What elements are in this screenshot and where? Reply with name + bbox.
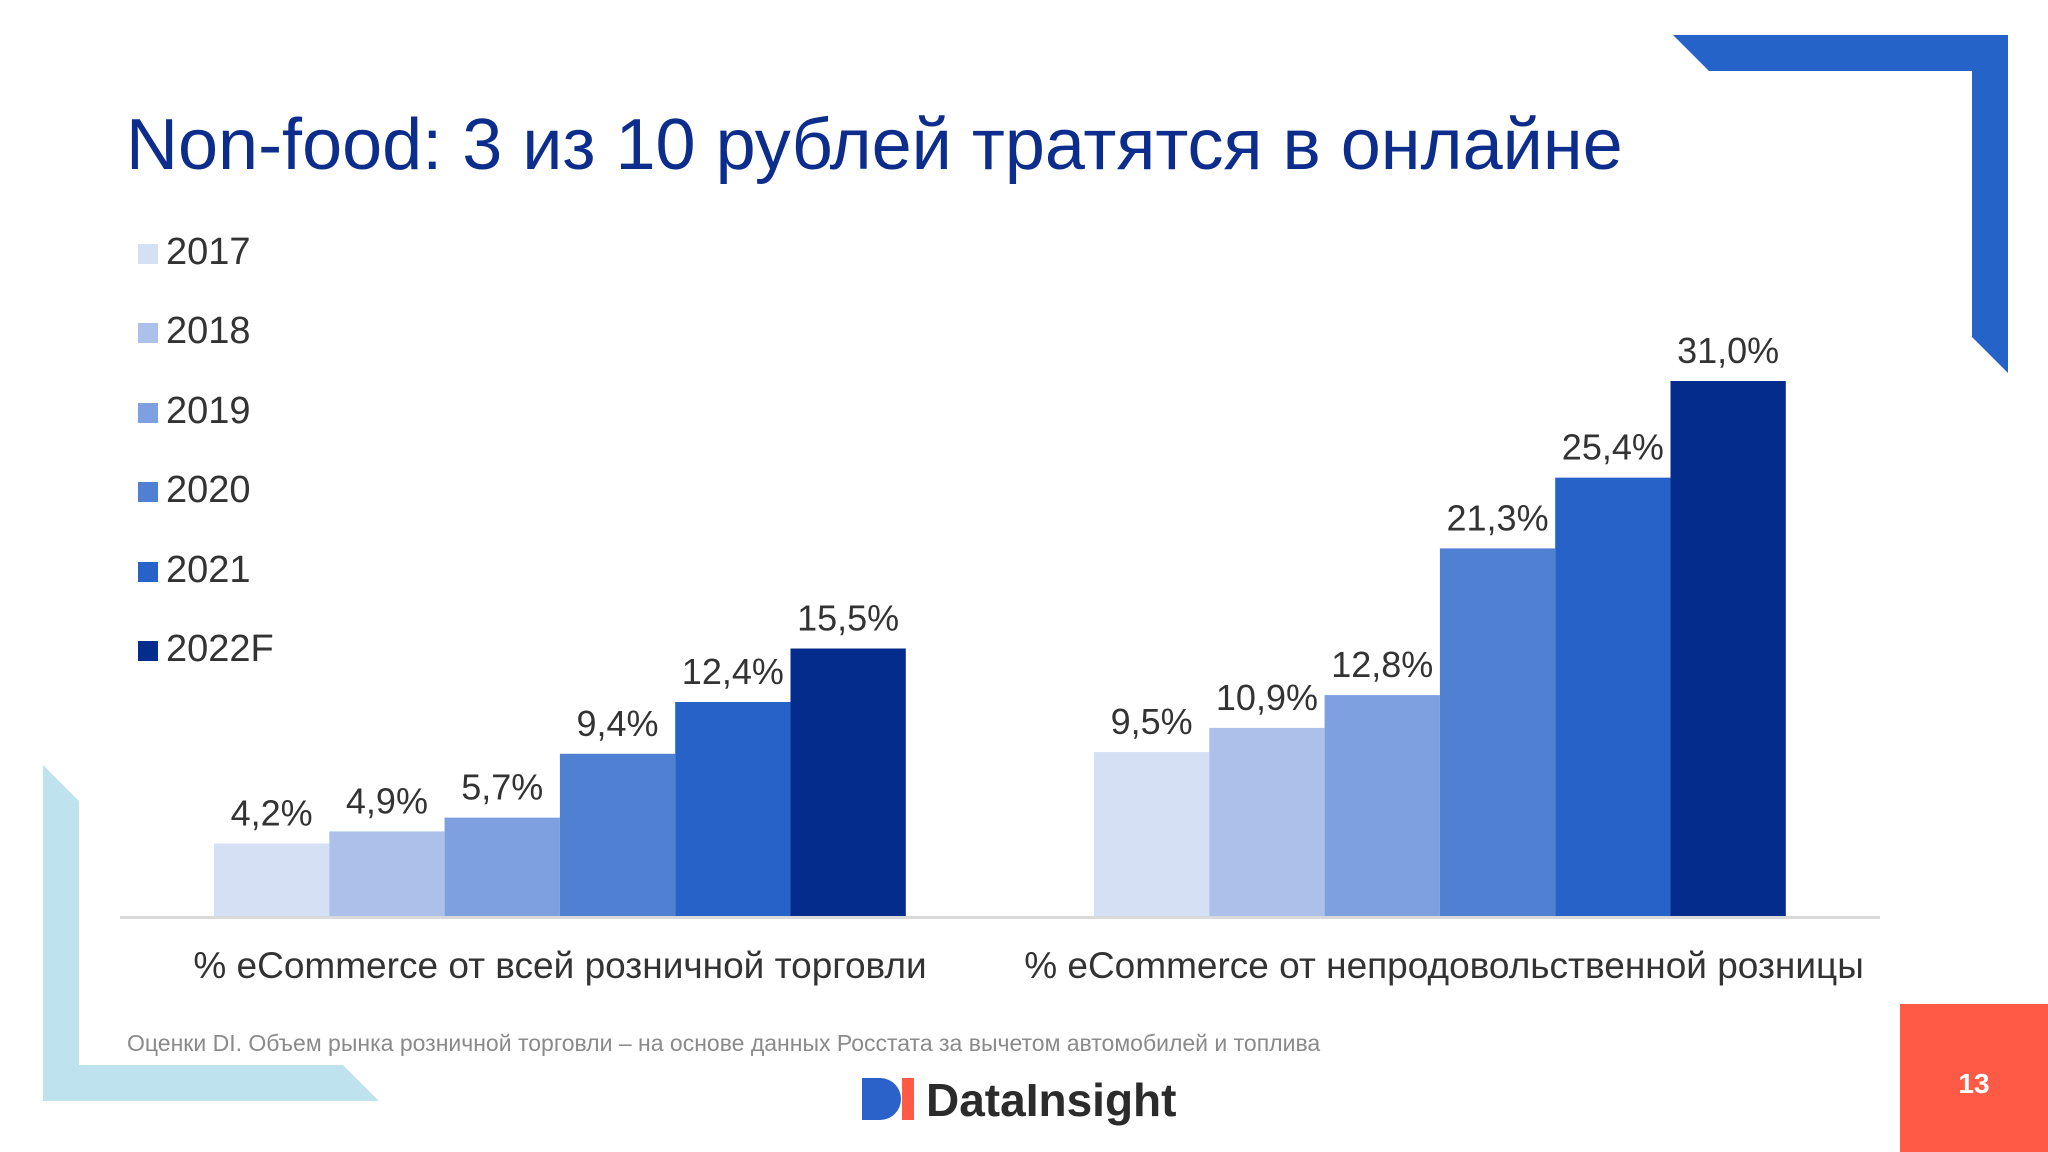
- bar-2019-1: [444, 817, 560, 916]
- legend-label: 2021: [166, 548, 251, 591]
- bar-2019-2: [1324, 695, 1440, 916]
- data-label: 5,7%: [461, 767, 543, 808]
- bar-2020-1: [559, 753, 676, 916]
- legend-label: 2018: [166, 310, 251, 353]
- data-label: 9,4%: [577, 703, 659, 744]
- data-label: 4,2%: [231, 793, 313, 834]
- data-label: 31,0%: [1677, 330, 1779, 371]
- legend-swatch: [138, 402, 158, 423]
- data-label: 10,9%: [1216, 677, 1318, 718]
- bar-2017-2: [1094, 752, 1210, 916]
- logo-text: DataInsight: [926, 1074, 1177, 1126]
- bar-2021-1: [675, 702, 791, 916]
- legend-label: 2022F: [166, 627, 274, 670]
- legend-label: 2019: [166, 389, 251, 432]
- legend-swatch: [138, 244, 158, 264]
- data-label: 9,5%: [1111, 701, 1193, 742]
- footnote: Оценки DI. Объем рынка розничной торговл…: [127, 1030, 1321, 1056]
- bar-2021-2: [1555, 477, 1671, 916]
- bar-2022f-1: [790, 648, 906, 916]
- page-number-badge: 13: [1900, 1004, 2048, 1152]
- bar-2018-1: [329, 831, 445, 916]
- data-label: 12,8%: [1331, 644, 1433, 685]
- data-label: 15,5%: [797, 598, 899, 639]
- legend-swatch: [138, 323, 158, 344]
- data-label: 12,4%: [682, 651, 784, 692]
- bar-2017-1: [214, 843, 330, 916]
- legend-swatch: [138, 640, 158, 661]
- legend-label: 2020: [166, 469, 251, 512]
- bar-2022f-2: [1670, 381, 1786, 916]
- top-right-corner-frame: [1673, 35, 2008, 373]
- legend-swatch: [138, 482, 158, 503]
- legend-swatch: [138, 561, 158, 582]
- bottom-left-corner-frame: [43, 765, 379, 1101]
- page-number: 13: [1958, 1068, 1990, 1099]
- category-label: % eCommerce от всей розничной торговли: [193, 945, 926, 986]
- data-label: 25,4%: [1562, 427, 1664, 468]
- data-label: 4,9%: [346, 780, 428, 821]
- bar-2020-2: [1439, 548, 1556, 916]
- data-label: 21,3%: [1447, 497, 1549, 538]
- datainsight-logo-icon: [862, 1078, 914, 1120]
- legend-label: 2017: [166, 231, 251, 273]
- bar-2018-2: [1209, 727, 1325, 916]
- page-title: Non-food: 3 из 10 рублей тратятся в онла…: [126, 105, 1623, 185]
- category-label: % eCommerce от непродовольственной розни…: [1024, 945, 1864, 986]
